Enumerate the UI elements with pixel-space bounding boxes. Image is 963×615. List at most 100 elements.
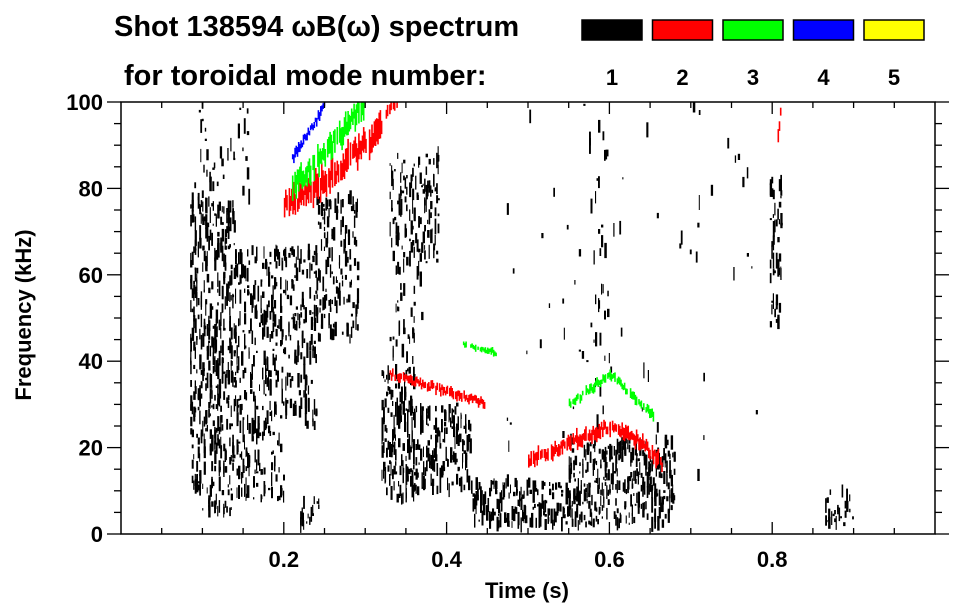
spectral-cell <box>444 427 446 443</box>
legend-label-mode-3: 3 <box>747 65 759 90</box>
spectral-cell <box>292 284 295 291</box>
spectral-cell <box>430 229 433 244</box>
spectral-cell <box>613 471 617 474</box>
spectral-cell <box>395 231 397 239</box>
spectral-cell <box>424 225 426 232</box>
spectral-cell <box>272 450 274 454</box>
spectral-cell <box>294 147 296 158</box>
spectral-cell <box>232 371 234 387</box>
spectral-cell <box>576 435 579 451</box>
spectral-cell <box>289 378 292 388</box>
spectral-cell <box>555 511 557 523</box>
spectral-cell <box>415 444 418 450</box>
spectral-cell <box>248 291 250 295</box>
spectral-cell <box>622 436 625 445</box>
spectral-cell <box>481 510 484 526</box>
spectral-cell <box>616 480 618 494</box>
spectral-cell <box>296 147 299 157</box>
spectral-cell <box>643 457 646 460</box>
spectral-cell <box>354 136 357 157</box>
spectral-cell <box>211 434 214 451</box>
spectral-cell <box>309 262 311 279</box>
spectral-cell <box>412 225 414 230</box>
spectral-cell <box>771 241 774 247</box>
spectral-cell <box>269 251 272 257</box>
spectral-cell <box>780 213 783 229</box>
spectral-cell <box>384 424 387 431</box>
spectral-cell <box>424 478 426 490</box>
spectral-cell <box>512 268 515 274</box>
spectral-cell <box>262 367 264 380</box>
spectral-cell <box>532 450 535 464</box>
spectral-cell <box>585 426 587 441</box>
spectral-cell <box>417 439 419 450</box>
spectral-cell <box>242 458 245 469</box>
spectral-cell <box>442 386 444 396</box>
spectral-cell <box>523 504 526 519</box>
spectral-cell <box>350 313 353 317</box>
spectral-cell <box>395 383 398 389</box>
spectral-cell <box>569 401 572 408</box>
spectral-cell <box>407 375 410 384</box>
spectral-cell <box>453 409 455 413</box>
spectral-cell <box>356 148 359 171</box>
spectral-cell <box>553 517 555 526</box>
spectral-cell <box>630 452 633 463</box>
spectral-cell <box>220 216 223 225</box>
ridge-mode-2 <box>389 368 486 409</box>
spectral-cell <box>384 398 387 408</box>
spectral-cell <box>212 365 215 374</box>
spectral-cell <box>359 140 361 155</box>
spectral-cell <box>613 446 615 456</box>
spectral-cell <box>846 488 848 503</box>
spectral-cell <box>596 178 599 181</box>
spectral-cell <box>436 427 439 443</box>
spectral-cell <box>465 341 467 348</box>
spectral-cell <box>349 281 352 288</box>
spectral-cell <box>565 482 568 494</box>
spectral-cell <box>607 445 610 449</box>
spectral-cell <box>259 384 260 391</box>
spectral-cell <box>201 190 204 198</box>
spectral-cell <box>277 325 279 329</box>
spectral-cell <box>209 413 211 417</box>
spectral-cell <box>193 306 195 318</box>
spectral-cell <box>190 260 193 268</box>
spectral-cell <box>294 171 296 194</box>
spectral-cell <box>574 495 577 500</box>
spectral-cell <box>241 476 243 479</box>
spectral-cell <box>517 499 520 506</box>
spectral-cell <box>272 360 275 366</box>
spectral-cell <box>340 219 342 232</box>
spectral-cell <box>253 391 255 402</box>
spectral-cell <box>194 479 197 494</box>
spectral-cell <box>455 391 457 400</box>
spectral-cell <box>361 102 364 116</box>
spectral-cell <box>413 301 416 306</box>
spectral-cell <box>215 339 218 352</box>
spectral-cell <box>211 203 214 207</box>
spectral-cell <box>433 243 436 251</box>
spectral-cell <box>778 253 782 262</box>
spectral-cell <box>193 364 196 369</box>
spectral-cell <box>383 407 385 423</box>
legend-label-mode-4: 4 <box>817 65 830 90</box>
spectral-cell <box>604 457 607 472</box>
spectral-cell <box>248 423 251 434</box>
spectral-cell <box>254 280 257 285</box>
spectral-cell <box>571 518 574 527</box>
spectral-cell <box>251 295 254 308</box>
spectral-cell <box>307 513 309 519</box>
spectral-cell <box>450 447 453 463</box>
spectral-cell <box>303 319 306 324</box>
spectral-cell <box>212 181 215 192</box>
spectral-cell <box>519 492 521 507</box>
spectral-cell <box>300 177 303 206</box>
spectral-cell <box>396 102 398 108</box>
spectral-cell <box>450 417 452 425</box>
spectral-cell <box>552 483 554 491</box>
spectral-cell <box>442 438 445 443</box>
spectral-cell <box>598 229 601 234</box>
spectral-cell <box>498 499 501 514</box>
spectral-cell <box>607 469 610 481</box>
